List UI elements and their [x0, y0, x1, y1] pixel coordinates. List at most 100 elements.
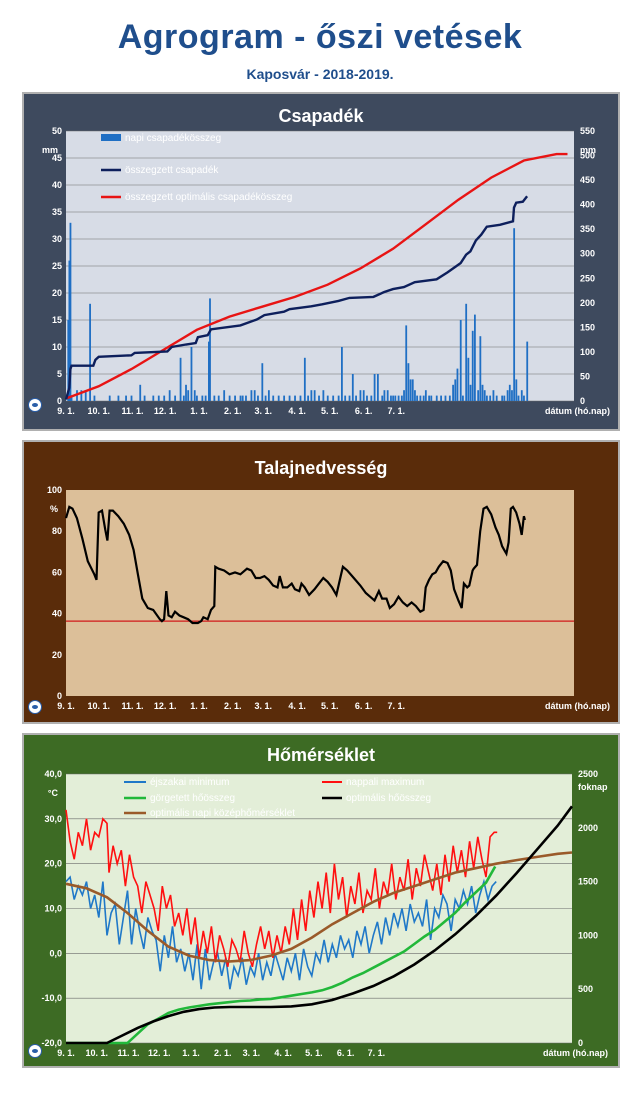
precip-bar [479, 336, 482, 401]
temperature-panel: Hőmérséklet 40,0 30,0 20,0 10,0 0,0 -10,0 -20,… [22, 733, 620, 1068]
precip-bar [250, 390, 253, 401]
precip-bar [397, 395, 400, 401]
x-tick-label: 10. 1. [87, 701, 110, 711]
precip-bar [383, 390, 386, 401]
precip-bar [174, 395, 177, 401]
x-tick-label: 12. 1. [154, 701, 177, 711]
precip-bar [108, 395, 111, 401]
y-tick-label: 40 [52, 609, 62, 619]
precip-bar [185, 384, 187, 401]
precip-bar [459, 320, 462, 401]
precip-bar [373, 374, 376, 401]
y-tick-label: 40,0 [44, 769, 62, 779]
precip-bar [465, 303, 468, 401]
legend-swatch-daily [101, 134, 121, 141]
precip-bar [93, 395, 96, 401]
x-tick-label: 12. 1. [154, 406, 177, 416]
x-tick-label: 6. 1. [355, 406, 373, 416]
x-tick-label: 4. 1. [274, 1048, 292, 1058]
precip-bar [213, 395, 216, 401]
precip-bar [503, 395, 506, 401]
precip-bar [208, 341, 210, 401]
precip-bar [523, 395, 525, 401]
precip-bar [348, 395, 351, 401]
y-tick-label: 20 [52, 650, 62, 660]
precip-bar [508, 384, 511, 401]
precip-bar [196, 395, 198, 401]
x-tick-label: 10. 1. [85, 1048, 108, 1058]
omsz-logo-icon [28, 1044, 42, 1058]
x-tick-label: 3. 1. [255, 701, 273, 711]
y2-tick-label: 350 [580, 224, 595, 234]
y2-tick-label: 150 [580, 322, 595, 332]
y2-tick-label: 0 [580, 396, 585, 406]
y-tick-label: 5 [57, 369, 62, 379]
precip-bar [381, 395, 384, 401]
precip-bar [492, 390, 495, 401]
x-tick-label: 5. 1. [305, 1048, 323, 1058]
y-tick-label: 0,0 [49, 948, 62, 958]
y2-tick-label: 1500 [578, 877, 598, 887]
precip-bar [501, 395, 504, 401]
omsz-logo-icon [28, 398, 42, 412]
precip-bar [467, 357, 470, 401]
y-tick-label: -10,0 [41, 993, 62, 1003]
precip-bar [84, 390, 87, 401]
precip-bar [310, 390, 313, 401]
precip-bar [234, 395, 236, 401]
precip-bar [341, 347, 343, 401]
x-tick-label: 2. 1. [214, 1048, 232, 1058]
precip-bar [473, 314, 476, 401]
omsz-logo-icon [28, 700, 42, 714]
y2-tick-label: 0 [578, 1038, 583, 1048]
y2-axis-unit: foknap [578, 782, 608, 792]
y-tick-label: 10 [52, 342, 62, 352]
x-axis-label: dátum (hó.nap) [545, 406, 610, 416]
legend-label: napi csapadékösszeg [125, 133, 221, 144]
precip-bar [370, 395, 373, 401]
x-axis-label: dátum (hó.nap) [543, 1048, 608, 1058]
precip-bar [89, 303, 91, 401]
precip-bar [261, 363, 264, 401]
precip-bar [511, 390, 513, 401]
soil-moisture-chart: 100 80 60 40 20 0% 9. 1. 10. 1. 11. 1. 12. 1. 1. 1… [47, 485, 610, 711]
y-tick-label: 80 [52, 526, 62, 536]
precip-bar [299, 395, 302, 401]
precip-bar [400, 395, 403, 401]
x-tick-label: 1. 1. [190, 701, 208, 711]
precip-bar [313, 390, 316, 401]
precip-bar [125, 395, 127, 401]
x-tick-label: 11. 1. [117, 1048, 139, 1058]
precip-bar [69, 222, 72, 401]
x-tick-label: 4. 1. [288, 406, 306, 416]
precip-bar [277, 395, 280, 401]
x-tick-label: 6. 1. [355, 701, 373, 711]
precip-bar [245, 395, 247, 401]
y-axis-unit: mm [42, 145, 58, 155]
y-tick-label: 35 [52, 207, 62, 217]
x-tick-label: 11. 1. [121, 406, 143, 416]
precip-bar [139, 384, 142, 401]
precip-bar [477, 390, 480, 401]
x-tick-label: 9. 1. [57, 701, 75, 711]
precip-bar [253, 390, 256, 401]
precip-bar [440, 395, 443, 401]
y-tick-label: 25 [52, 261, 62, 271]
precip-bar [307, 395, 310, 401]
precip-bar [403, 390, 405, 401]
precip-bar [448, 395, 451, 401]
x-tick-label: 9. 1. [57, 406, 75, 416]
x-tick-label: 4. 1. [288, 701, 306, 711]
soil-moisture-title: Talajnedvesség [254, 458, 388, 478]
y-tick-label: 15 [52, 315, 62, 325]
precip-bar [190, 347, 193, 401]
precip-bar [168, 390, 171, 401]
precip-bar [204, 395, 207, 401]
x-tick-label: 1. 1. [190, 406, 208, 416]
precip-bar [68, 260, 71, 401]
y-tick-label: 30,0 [44, 814, 62, 824]
precip-bar [130, 395, 133, 401]
x-tick-label: 1. 1. [182, 1048, 200, 1058]
x-tick-label: 10. 1. [87, 406, 110, 416]
precip-bar [392, 395, 395, 401]
